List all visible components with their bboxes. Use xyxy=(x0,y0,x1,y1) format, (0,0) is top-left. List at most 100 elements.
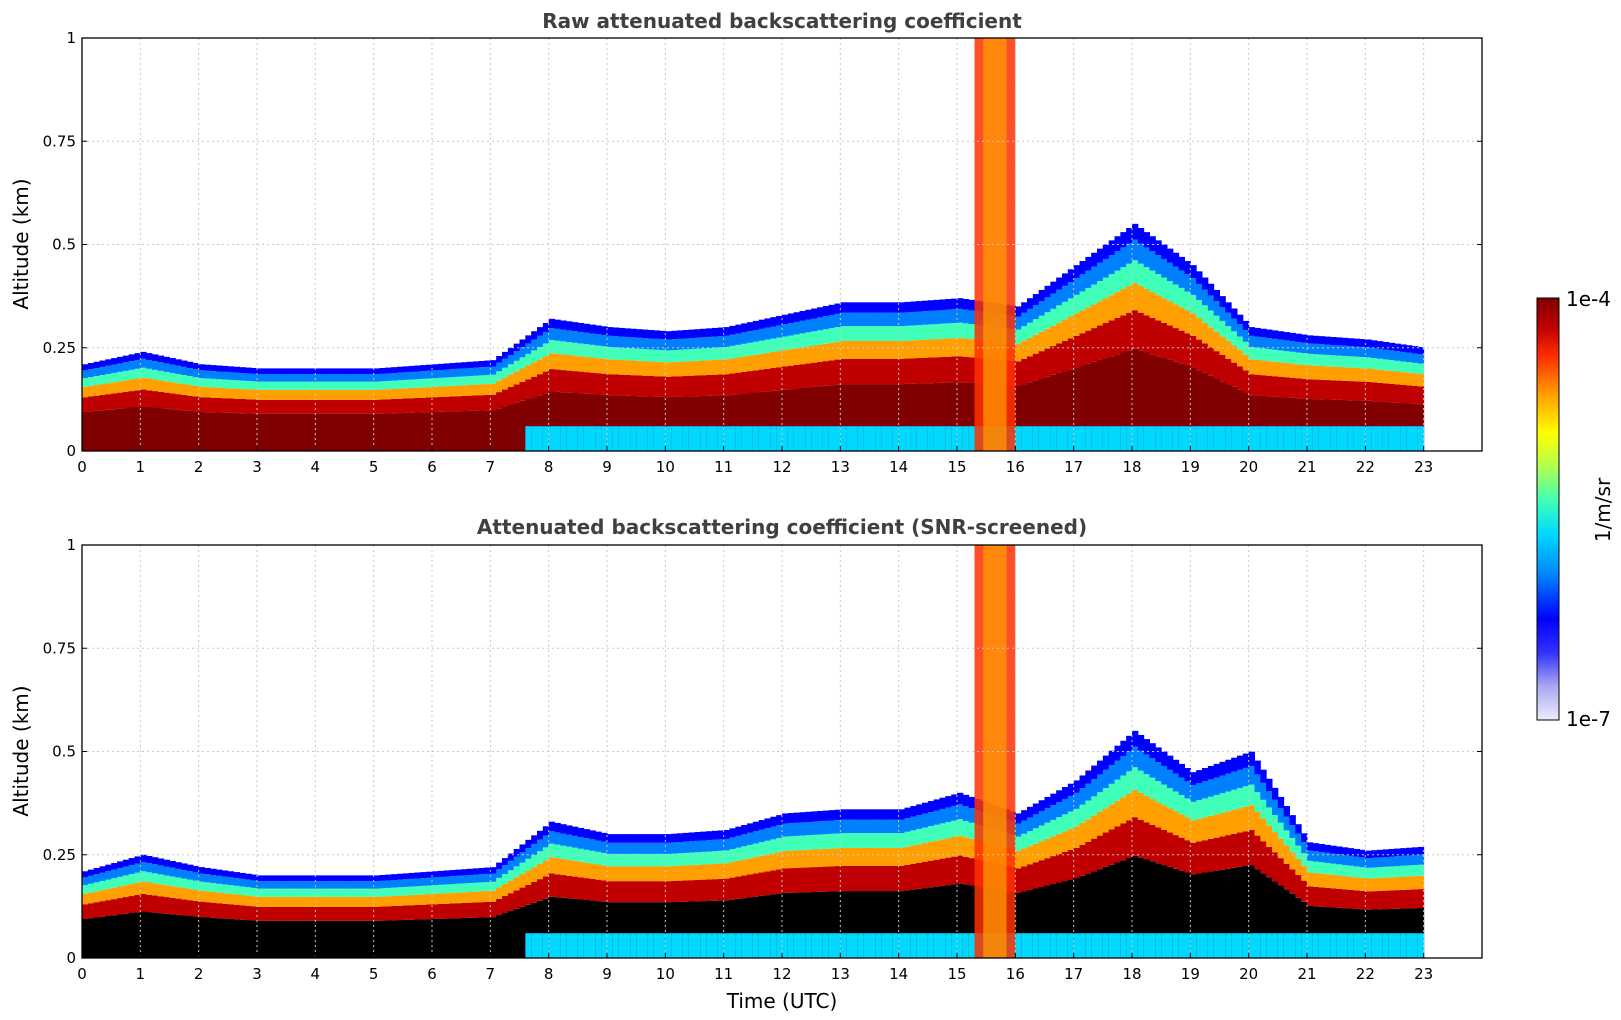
heatmap-cell xyxy=(1242,341,1250,355)
heatmap-cell xyxy=(140,377,147,390)
heatmap-cell xyxy=(1149,799,1156,825)
heatmap-cell xyxy=(852,865,859,892)
heatmap-cell xyxy=(1044,312,1051,329)
x-tick-label: 12 xyxy=(772,965,791,983)
heatmap-cell xyxy=(834,933,841,958)
heatmap-cell xyxy=(735,835,742,848)
heatmap-cell xyxy=(857,340,865,359)
heatmap-cell xyxy=(852,833,859,848)
heatmap-cell xyxy=(1301,880,1308,902)
heatmap-cell xyxy=(140,389,147,407)
heatmap-cell xyxy=(467,368,474,377)
heatmap-cell xyxy=(910,830,917,846)
heatmap-cell xyxy=(134,895,141,913)
heatmap-cell xyxy=(1382,383,1390,402)
heatmap-cell xyxy=(583,426,590,451)
heatmap-cell xyxy=(315,368,322,375)
heatmap-cell xyxy=(910,383,917,451)
heatmap-cell xyxy=(636,360,643,376)
heatmap-cell xyxy=(344,399,351,414)
heatmap-cell xyxy=(846,833,853,848)
heatmap-cell xyxy=(1260,799,1267,819)
heatmap-cell xyxy=(1120,289,1127,316)
heatmap-cell xyxy=(303,374,310,382)
heatmap-cell xyxy=(939,839,946,859)
heatmap-cell xyxy=(251,373,258,382)
heatmap-cell xyxy=(1044,376,1051,451)
heatmap-cell xyxy=(957,855,964,884)
heatmap-cell xyxy=(624,933,631,958)
heatmap-cell xyxy=(1289,933,1296,958)
heatmap-cell xyxy=(875,358,882,385)
heatmap-cell xyxy=(391,399,398,414)
heatmap-cell xyxy=(688,426,695,451)
heatmap-cell xyxy=(99,866,106,873)
heatmap-cell xyxy=(1137,243,1145,264)
heatmap-cell xyxy=(653,834,660,843)
heatmap-cell xyxy=(146,855,153,864)
heatmap-cell xyxy=(1277,885,1285,958)
heatmap-cell xyxy=(933,382,940,451)
heatmap-cell xyxy=(1353,848,1360,857)
heatmap-cell xyxy=(245,399,252,414)
heatmap-cell xyxy=(548,391,555,451)
heatmap-cell xyxy=(1382,341,1390,350)
heatmap-cell xyxy=(338,896,345,907)
heatmap-cell xyxy=(1359,356,1366,369)
heatmap-cell xyxy=(1062,426,1069,451)
heatmap-cell xyxy=(758,340,765,354)
heatmap-cell xyxy=(1295,333,1302,342)
heatmap-cell xyxy=(82,918,89,958)
heatmap-cell xyxy=(519,400,526,451)
heatmap-cell xyxy=(828,820,835,834)
heatmap-cell xyxy=(566,898,573,958)
heatmap-cell xyxy=(1318,354,1325,367)
heatmap-cell xyxy=(741,859,748,876)
heatmap-cell xyxy=(811,426,818,451)
heatmap-cell xyxy=(140,861,147,872)
heatmap-cell xyxy=(268,389,275,400)
heatmap-cell xyxy=(350,368,357,375)
heatmap-cell xyxy=(1108,804,1115,830)
heatmap-cell xyxy=(1400,351,1407,362)
heatmap-cell xyxy=(1015,836,1022,852)
heatmap-cell xyxy=(1120,933,1127,958)
heatmap-cell xyxy=(1347,889,1355,909)
heatmap-cell xyxy=(752,320,760,331)
heatmap-cell xyxy=(916,426,923,451)
heatmap-cell xyxy=(560,392,567,451)
heatmap-cell xyxy=(554,822,561,833)
heatmap-cell xyxy=(1213,837,1220,871)
heatmap-cell xyxy=(1225,835,1232,869)
heatmap-cell xyxy=(297,368,305,375)
heatmap-cell xyxy=(309,920,316,958)
y-axis-label: Altitude (km) xyxy=(9,685,33,816)
heatmap-cell xyxy=(922,300,929,312)
heatmap-cell xyxy=(1102,277,1110,299)
heatmap-cell xyxy=(787,365,795,390)
heatmap-cell xyxy=(472,874,480,883)
heatmap-cell xyxy=(770,894,777,958)
heatmap-cell xyxy=(1015,933,1022,958)
heatmap-cell xyxy=(1307,860,1314,873)
heatmap-cell xyxy=(951,382,958,451)
heatmap-cell xyxy=(1178,363,1185,451)
heatmap-cell xyxy=(618,395,625,451)
heatmap-cell xyxy=(630,375,637,396)
heatmap-cell xyxy=(1044,858,1051,886)
heatmap-cell xyxy=(758,369,765,392)
heatmap-cell xyxy=(1283,845,1290,864)
heatmap-cell xyxy=(1132,426,1139,451)
heatmap-cell xyxy=(432,364,439,371)
heatmap-cell xyxy=(117,914,124,958)
heatmap-cell xyxy=(910,933,917,958)
heatmap-cell xyxy=(1406,345,1413,353)
heatmap-cell xyxy=(181,375,188,385)
heatmap-cell xyxy=(1219,836,1226,870)
heatmap-cell xyxy=(245,367,252,374)
heatmap-cell xyxy=(1114,292,1121,318)
heatmap-cell xyxy=(706,879,713,901)
heatmap-cell xyxy=(496,408,503,451)
heatmap-cell xyxy=(881,847,888,866)
heatmap-cell xyxy=(542,356,550,372)
